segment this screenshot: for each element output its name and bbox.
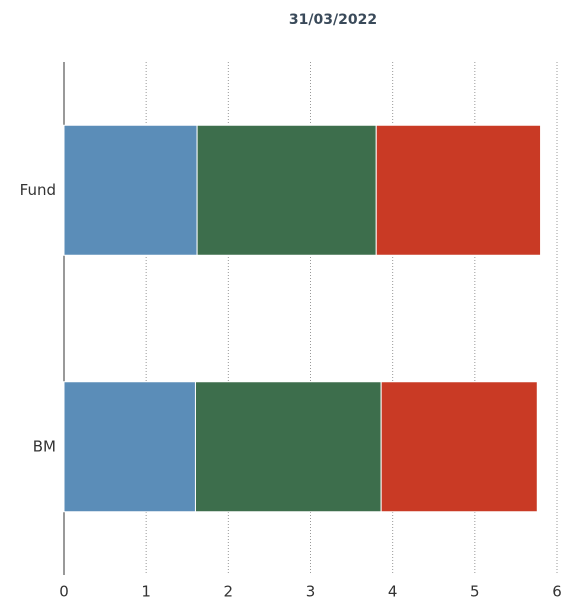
x-tick-label: 0 xyxy=(59,583,69,601)
bar-segment xyxy=(375,124,542,256)
x-tick-label: 1 xyxy=(141,583,151,601)
bar-segment xyxy=(63,124,198,256)
y-tick-label: BM xyxy=(33,437,56,455)
x-tick-label: 2 xyxy=(224,583,234,601)
bar-segment xyxy=(380,381,538,513)
y-tick-label: Fund xyxy=(20,181,56,199)
x-tick-label: 5 xyxy=(470,583,480,601)
bar-segment xyxy=(196,124,377,256)
bar-segment xyxy=(63,381,196,513)
chart-title: 31/03/2022 xyxy=(289,12,377,28)
x-tick-label: 4 xyxy=(388,583,398,601)
x-tick-label: 6 xyxy=(552,583,562,601)
bar-segment xyxy=(194,381,382,513)
x-tick-label: 3 xyxy=(306,583,316,601)
